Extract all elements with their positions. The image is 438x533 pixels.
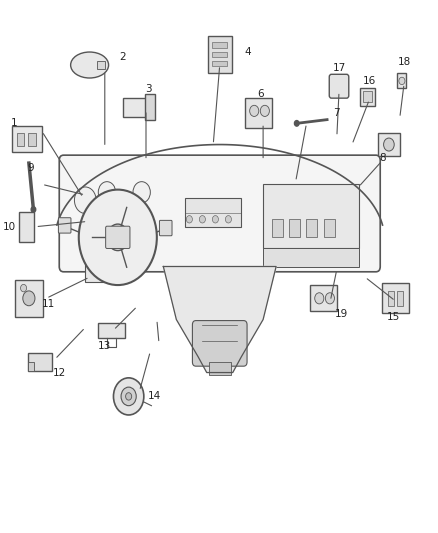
Bar	[28, 353, 52, 371]
Text: 17: 17	[332, 63, 346, 72]
Circle shape	[315, 293, 324, 304]
Bar	[28, 362, 34, 371]
Circle shape	[79, 190, 157, 285]
Circle shape	[31, 207, 36, 212]
Text: 16: 16	[363, 76, 376, 86]
Circle shape	[121, 387, 136, 406]
Text: 9: 9	[28, 164, 34, 173]
Circle shape	[74, 187, 96, 214]
Bar	[208, 36, 232, 73]
Bar	[185, 198, 241, 227]
FancyBboxPatch shape	[159, 220, 172, 236]
Text: 1: 1	[11, 118, 17, 128]
Polygon shape	[163, 266, 276, 373]
Circle shape	[384, 138, 394, 151]
Circle shape	[21, 285, 27, 292]
Circle shape	[98, 182, 116, 203]
Ellipse shape	[71, 52, 109, 78]
Bar	[378, 133, 399, 156]
Bar	[397, 291, 403, 306]
Text: 4: 4	[244, 47, 251, 56]
Bar	[360, 87, 375, 106]
Bar	[209, 362, 230, 375]
Circle shape	[294, 120, 299, 126]
Bar	[245, 98, 272, 127]
Bar	[272, 219, 283, 237]
Text: 8: 8	[379, 153, 386, 163]
Bar	[363, 91, 372, 102]
Bar	[85, 261, 124, 282]
Bar	[145, 94, 155, 120]
Text: 10: 10	[3, 222, 16, 232]
Bar	[19, 212, 34, 241]
Circle shape	[399, 77, 405, 85]
Circle shape	[107, 224, 129, 251]
Circle shape	[186, 216, 192, 223]
Text: 3: 3	[145, 84, 152, 94]
Bar	[263, 248, 359, 266]
Text: 19: 19	[335, 309, 348, 319]
Bar	[212, 42, 227, 48]
Bar	[263, 184, 359, 248]
Bar	[15, 280, 42, 317]
Bar	[212, 52, 227, 57]
Circle shape	[113, 378, 144, 415]
Text: 7: 7	[333, 108, 340, 118]
FancyBboxPatch shape	[106, 226, 130, 248]
Bar	[324, 219, 335, 237]
Bar	[97, 61, 105, 69]
FancyBboxPatch shape	[192, 320, 247, 366]
Text: 18: 18	[397, 58, 411, 67]
Circle shape	[325, 293, 335, 304]
Bar	[310, 285, 338, 311]
Circle shape	[226, 216, 231, 223]
Text: 6: 6	[258, 89, 264, 99]
Circle shape	[199, 216, 205, 223]
Bar	[98, 322, 125, 337]
Circle shape	[23, 291, 35, 306]
Text: 14: 14	[148, 391, 161, 401]
Circle shape	[133, 182, 150, 203]
Circle shape	[126, 393, 132, 400]
Text: 2: 2	[119, 52, 125, 62]
Bar	[11, 126, 42, 152]
Text: 12: 12	[53, 368, 66, 377]
Bar	[307, 219, 317, 237]
Bar	[28, 133, 36, 146]
Bar	[212, 61, 227, 67]
Bar	[382, 284, 409, 313]
Bar	[397, 74, 406, 88]
Text: 13: 13	[98, 341, 111, 351]
Bar	[124, 98, 146, 117]
Bar	[289, 219, 300, 237]
Text: 15: 15	[387, 312, 400, 322]
Circle shape	[250, 106, 259, 116]
FancyBboxPatch shape	[329, 74, 349, 98]
Text: 11: 11	[42, 298, 55, 309]
Bar	[17, 133, 25, 146]
Circle shape	[260, 106, 269, 116]
FancyBboxPatch shape	[59, 155, 380, 272]
FancyBboxPatch shape	[58, 217, 71, 233]
Circle shape	[212, 216, 219, 223]
Bar	[388, 291, 394, 306]
